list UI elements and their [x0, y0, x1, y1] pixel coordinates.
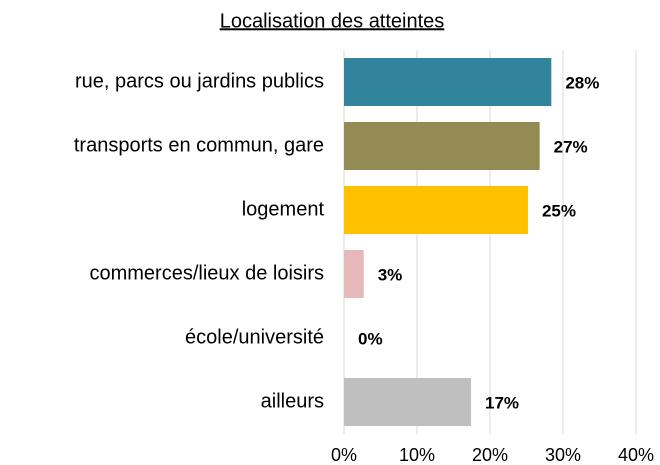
y-tick-label: transports en commun, gare: [74, 134, 324, 156]
y-tick-label: commerces/lieux de loisirs: [89, 262, 324, 284]
bar: [344, 186, 528, 234]
x-tick-label: 0%: [331, 445, 357, 465]
value-label: 25%: [542, 201, 576, 220]
y-tick-label: logement: [242, 198, 325, 220]
value-label: 27%: [554, 137, 588, 156]
x-tick-label: 30%: [545, 445, 581, 465]
chart-title: Localisation des atteintes: [220, 10, 445, 32]
value-label: 17%: [485, 393, 519, 412]
x-tick-label: 20%: [472, 445, 508, 465]
y-tick-label: ailleurs: [261, 390, 324, 412]
bar: [344, 122, 540, 170]
x-tick-label: 40%: [618, 445, 654, 465]
y-tick-label: école/université: [185, 326, 324, 348]
value-label: 0%: [358, 329, 383, 348]
x-tick-label: 10%: [399, 445, 435, 465]
value-label: 28%: [565, 73, 599, 92]
y-tick-label: rue, parcs ou jardins publics: [75, 70, 324, 92]
bar: [344, 378, 472, 426]
bar: [344, 250, 364, 298]
value-label: 3%: [378, 265, 403, 284]
bar: [344, 58, 552, 106]
